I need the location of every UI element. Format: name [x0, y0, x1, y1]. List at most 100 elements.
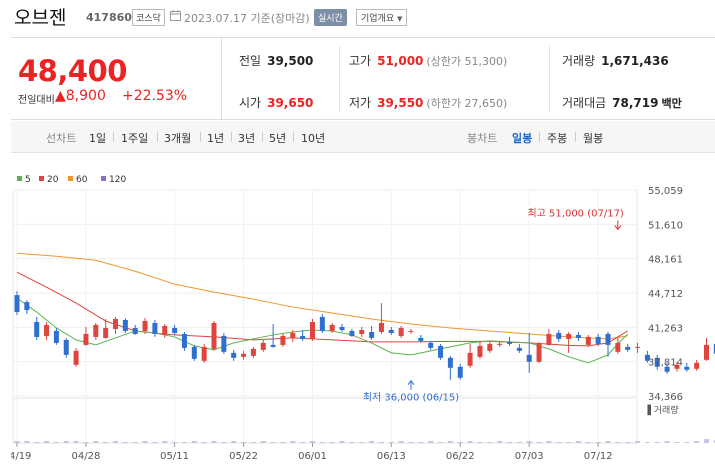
- candle: [595, 336, 601, 344]
- range-10y-tab[interactable]: 10년: [301, 132, 326, 145]
- volume-bar: [44, 441, 50, 443]
- divider: [339, 46, 340, 112]
- stock-name: 오브젠: [14, 7, 67, 29]
- volume-bar: [73, 441, 79, 443]
- candle: [113, 319, 118, 329]
- weekly-candle-tab[interactable]: 주봉: [547, 132, 568, 145]
- monthly-candle-tab[interactable]: 월봉: [583, 132, 604, 145]
- y-tick-label: 34,366: [648, 392, 683, 403]
- volume-bar: [566, 442, 572, 443]
- candle: [280, 335, 286, 345]
- stat-low: 저가 39,550 (하한가 27,650): [349, 94, 507, 111]
- volume-bar: [231, 441, 237, 443]
- candles: [14, 291, 715, 380]
- candle: [132, 327, 138, 334]
- stat-value: 39,550: [377, 96, 424, 110]
- volume-bar: [241, 442, 247, 443]
- x-tick-label: 06/01: [298, 451, 327, 462]
- candle: [664, 366, 670, 372]
- candle: [615, 342, 621, 352]
- volume-bar: [595, 442, 601, 443]
- candle: [625, 346, 631, 350]
- volume-bar: [191, 441, 197, 443]
- divider: [157, 132, 158, 142]
- legend-label: 20: [47, 175, 59, 185]
- stat-label: 전일: [239, 54, 262, 68]
- volume-bar: [418, 442, 424, 443]
- volume-bar: [526, 441, 532, 443]
- y-tick-label: 51,610: [648, 220, 683, 231]
- volume-bar: [83, 442, 89, 443]
- candle: [221, 335, 227, 352]
- volume-bar: [250, 442, 256, 443]
- range-3m-tab[interactable]: 3개월: [164, 132, 192, 145]
- candle: [162, 325, 168, 335]
- legend-swatch: [17, 176, 22, 181]
- current-price: 48,400: [18, 54, 127, 88]
- candle: [44, 324, 50, 336]
- volume-bar: [113, 441, 118, 443]
- legend-swatch: [39, 176, 44, 181]
- candle: [270, 344, 276, 347]
- legend-swatch: [101, 176, 106, 181]
- chart-canvas[interactable]: 55,059 51,610 48,161 44,712 41,263 37,814 34,3…: [11, 155, 715, 467]
- candle: [713, 343, 715, 354]
- legend-ma20[interactable]: 20: [39, 175, 58, 185]
- range-5y-tab[interactable]: 5년: [269, 132, 287, 145]
- candle: [53, 330, 59, 343]
- volume-bar: [664, 441, 670, 443]
- volume-bar: [132, 442, 138, 443]
- volume-bar: [172, 442, 178, 443]
- quote-date: 2023.07.17 기준(장마감): [184, 12, 310, 25]
- stock-header: 오브젠 417860 코스닥 2023.07.17 기준(장마감) 실시간 기업…: [0, 0, 715, 36]
- candle: [349, 330, 355, 336]
- volume-bar: [310, 441, 315, 443]
- y-tick-label: 55,059: [648, 186, 683, 197]
- candle: [24, 302, 30, 311]
- legend-ma60[interactable]: 60: [68, 175, 87, 185]
- x-tick-label: 04/28: [72, 451, 101, 462]
- realtime-button[interactable]: 실시간: [314, 9, 347, 26]
- candle: [507, 341, 512, 344]
- candle: [477, 345, 483, 357]
- range-1d-tab[interactable]: 1일: [89, 132, 107, 145]
- volume-bar: [615, 442, 621, 443]
- range-1w-tab[interactable]: 1주일: [121, 132, 149, 145]
- candle: [310, 321, 315, 339]
- legend-swatch: [68, 176, 73, 181]
- volume-bar: [556, 442, 562, 443]
- upper-limit: (상한가 51,300): [426, 55, 508, 68]
- volume-bar: [53, 442, 59, 443]
- candle: [457, 366, 463, 378]
- candle: [300, 335, 306, 339]
- daily-candle-tab[interactable]: 일봉: [512, 132, 533, 145]
- volume-bar: [24, 441, 30, 443]
- stat-volume: 거래량 1,671,436: [562, 52, 669, 69]
- volume-bar: [369, 441, 375, 443]
- y-tick-label: 41,263: [648, 323, 683, 334]
- range-1y-tab[interactable]: 1년: [207, 132, 225, 145]
- legend-ma5[interactable]: 5: [17, 175, 31, 185]
- x-tick-label: 04/19: [11, 451, 31, 462]
- company-info-button[interactable]: 기업개요 ▼: [356, 9, 408, 26]
- candle: [329, 324, 335, 331]
- volume-bar: [507, 442, 512, 443]
- volume-bar: [142, 441, 148, 443]
- range-3y-tab[interactable]: 3년: [238, 132, 256, 145]
- x-tick-label: 07/03: [515, 451, 544, 462]
- candle: [369, 331, 375, 338]
- stat-value: 51,000: [377, 54, 424, 68]
- candle: [694, 362, 700, 369]
- divider: [575, 132, 576, 142]
- legend-ma120[interactable]: 120: [101, 175, 126, 185]
- volume-bar: [408, 442, 414, 443]
- volume-bar: [625, 442, 631, 443]
- grid-lines: [13, 189, 637, 443]
- volume-bar: [319, 442, 325, 443]
- candle: [211, 322, 217, 349]
- volume-bar: [457, 442, 463, 443]
- candle: [674, 364, 680, 369]
- x-tick-label: 05/11: [160, 451, 189, 462]
- volume-bar: [585, 442, 591, 443]
- annotations: 최고 51,000 (07/17) 최저 36,000 (06/15): [363, 207, 624, 403]
